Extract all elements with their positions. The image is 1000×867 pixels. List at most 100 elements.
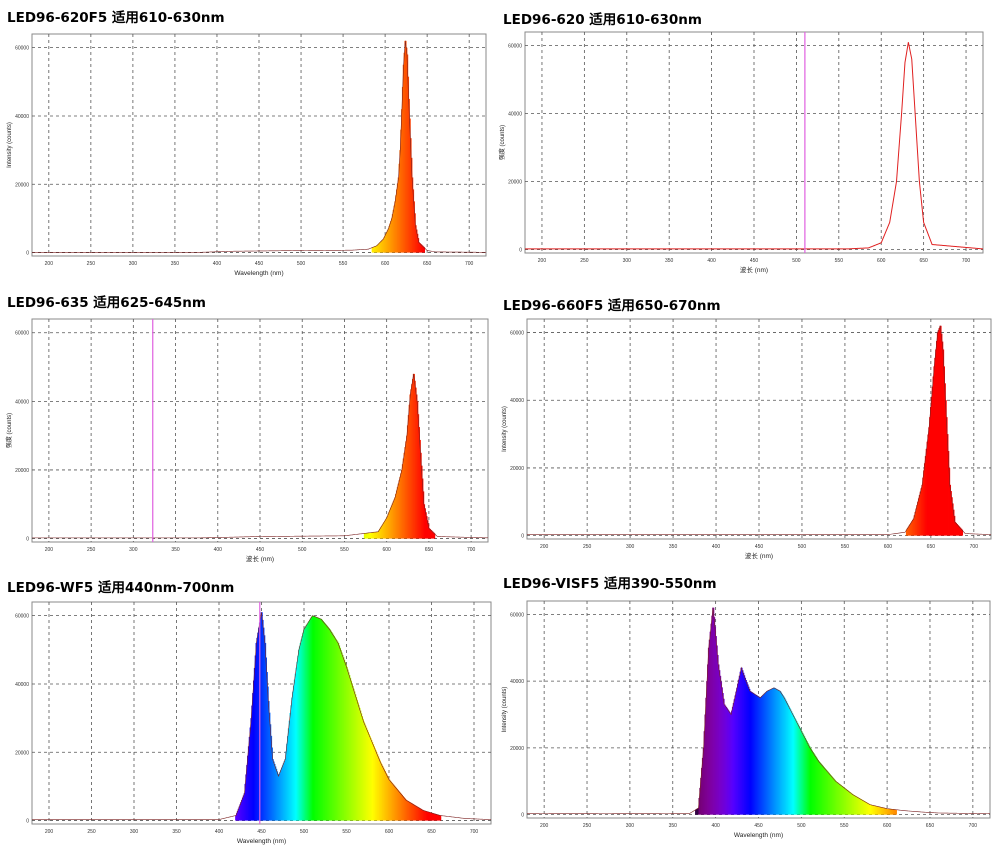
- spectrum-bar: [394, 201, 396, 253]
- spectrum-bar: [399, 150, 401, 253]
- spectrum-bar: [926, 441, 928, 536]
- spectrum-bar: [700, 777, 702, 815]
- spectrum-bar: [867, 803, 869, 815]
- spectrum-bar: [736, 687, 738, 815]
- spectrum-bar: [279, 771, 281, 821]
- spectrum-bar: [784, 697, 786, 815]
- spectrum-bar: [806, 741, 808, 815]
- spectrum-bar: [703, 731, 705, 815]
- spectrum-bar: [859, 798, 861, 815]
- spectrum-bar: [833, 779, 836, 815]
- spectrum-bar: [737, 683, 739, 815]
- spectrum-bar: [285, 751, 287, 821]
- spectrum-bar: [890, 809, 892, 815]
- spectrum-bar: [832, 777, 834, 815]
- x-tick-label: 650: [425, 547, 434, 553]
- x-tick-label: 350: [171, 261, 180, 267]
- spectrum-bar: [264, 635, 266, 821]
- spectrum-bar: [396, 487, 399, 539]
- spectrum-bar: [777, 689, 779, 815]
- spectrum-bar: [421, 244, 423, 253]
- spectrum-bar: [397, 483, 399, 539]
- spectrum-bar: [245, 774, 247, 821]
- spectrum-bar: [807, 742, 809, 815]
- spectrum-bar: [379, 527, 382, 539]
- spectrum-bar: [361, 716, 364, 821]
- spectrum-bar: [779, 691, 782, 815]
- spectrum-bar: [375, 531, 377, 539]
- spectrum-bar: [861, 799, 863, 815]
- spectrum-bar: [695, 809, 698, 815]
- spectrum-bar: [304, 626, 307, 821]
- spectrum-bar: [705, 697, 707, 815]
- spectrum-bar: [364, 533, 366, 539]
- spectrum-bar: [341, 652, 343, 821]
- spectrum-bar: [374, 532, 377, 539]
- x-tick-label: 350: [669, 823, 678, 829]
- spectrum-bar: [365, 533, 367, 539]
- spectrum-bar: [831, 776, 833, 815]
- spectrum-bar: [256, 637, 258, 821]
- spectrum-bar: [733, 699, 735, 815]
- spectrum-bar: [327, 627, 330, 821]
- spectrum-bar: [856, 796, 858, 815]
- spectrum-bar: [372, 247, 374, 253]
- spectrum-bar: [380, 526, 382, 539]
- spectrum-bar: [389, 780, 392, 821]
- spectrum-bar: [376, 244, 378, 253]
- spectrum-bar: [930, 396, 933, 536]
- y-tick-label: 0: [521, 813, 524, 819]
- spectrum-bar: [880, 807, 882, 815]
- x-tick-label: 600: [884, 544, 893, 550]
- spectrum-bar: [411, 157, 413, 253]
- spectrum-bar: [849, 791, 851, 815]
- spectrum-bar: [852, 794, 855, 815]
- spectrum-bar: [419, 243, 421, 253]
- spectrum-bar: [367, 532, 369, 539]
- spectrum-bar: [851, 793, 853, 815]
- spectrum-bar: [267, 686, 269, 821]
- spectrum-bar: [871, 805, 873, 815]
- spectrum-bar: [878, 806, 880, 815]
- spectrum-bar: [386, 230, 389, 253]
- spectrum-bar: [329, 629, 331, 821]
- spectrum-bar: [332, 633, 334, 821]
- spectrum-bar: [756, 695, 759, 815]
- spectrum-bar: [780, 692, 783, 815]
- spectrum-bar: [244, 783, 246, 821]
- spectrum-bar: [883, 807, 885, 815]
- spectrum-bar: [375, 245, 378, 253]
- x-tick-label: 300: [626, 544, 635, 550]
- spectrum-bar: [385, 232, 388, 253]
- spectrum-bar: [319, 618, 321, 821]
- spectrum-fill: [905, 325, 964, 536]
- y-tick-label: 40000: [508, 112, 522, 118]
- spectrum-bar: [387, 513, 389, 539]
- y-tick-label: 60000: [510, 612, 524, 618]
- spectrum-bar: [864, 801, 867, 815]
- spectrum-bar: [367, 731, 369, 821]
- spectrum-bar: [389, 779, 391, 821]
- spectrum-bar: [942, 349, 945, 536]
- spectrum-bar: [387, 776, 389, 821]
- spectrum-bar: [815, 757, 818, 815]
- spectrum-bar: [910, 522, 912, 536]
- spectrum-bar: [353, 688, 355, 821]
- spectrum-bar: [752, 692, 754, 815]
- spectrum-bar: [769, 689, 771, 815]
- spectrum-bar: [414, 805, 416, 821]
- spectrum-bar: [386, 515, 388, 539]
- spectrum-bar: [425, 811, 427, 821]
- spectrum-bar: [377, 244, 379, 253]
- spectrum-bar: [379, 760, 381, 821]
- spectrum-bar: [885, 808, 887, 815]
- spectrum-bar: [821, 765, 824, 815]
- spectrum-bar: [321, 619, 323, 821]
- spectrum-bar: [755, 695, 758, 815]
- spectrum-bar: [392, 209, 394, 253]
- spectrum-bar: [287, 736, 289, 821]
- y-tick-label: 60000: [15, 614, 29, 620]
- spectrum-bar: [781, 693, 783, 815]
- spectrum-bar: [776, 689, 778, 815]
- spectrum-bar: [830, 775, 832, 815]
